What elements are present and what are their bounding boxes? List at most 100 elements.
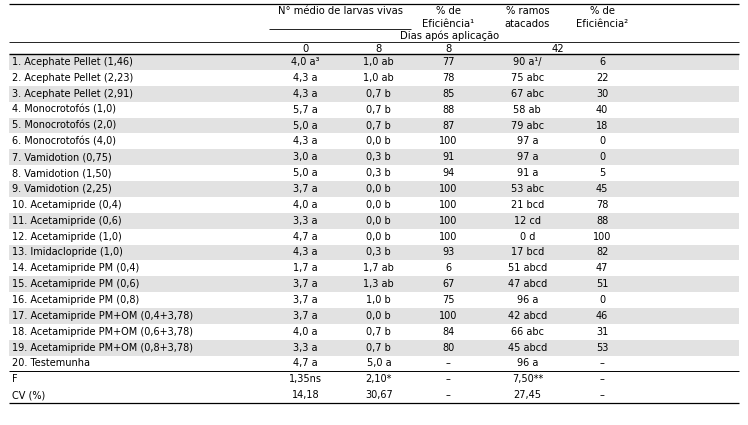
Bar xyxy=(9,292,739,308)
Text: 45: 45 xyxy=(596,184,608,194)
Text: 47: 47 xyxy=(596,264,608,273)
Text: –: – xyxy=(446,390,451,400)
Text: 58 ab: 58 ab xyxy=(513,105,542,115)
Text: 6: 6 xyxy=(599,57,605,67)
Text: 100: 100 xyxy=(439,200,458,210)
Text: 8: 8 xyxy=(445,44,452,54)
Text: 13. Imidaclopride (1,0): 13. Imidaclopride (1,0) xyxy=(12,247,123,258)
Text: 100: 100 xyxy=(439,216,458,226)
Bar xyxy=(9,244,739,261)
Text: 0,0 b: 0,0 b xyxy=(367,200,391,210)
Text: 5,0 a: 5,0 a xyxy=(293,168,318,178)
Text: 0,3 b: 0,3 b xyxy=(367,168,391,178)
Text: 0,0 b: 0,0 b xyxy=(367,232,391,241)
Text: 0,7 b: 0,7 b xyxy=(367,121,391,130)
Text: 42 abcd: 42 abcd xyxy=(508,311,547,321)
Text: 20. Testemunha: 20. Testemunha xyxy=(12,358,90,368)
Text: 3,7 a: 3,7 a xyxy=(293,311,318,321)
Text: 5,7 a: 5,7 a xyxy=(293,105,318,115)
Text: 0,3 b: 0,3 b xyxy=(367,152,391,162)
Text: 53: 53 xyxy=(596,343,608,353)
Text: 5. Monocrotofós (2,0): 5. Monocrotofós (2,0) xyxy=(12,121,116,130)
Text: 10. Acetamipride (0,4): 10. Acetamipride (0,4) xyxy=(12,200,122,210)
Text: –: – xyxy=(446,374,451,384)
Bar xyxy=(9,213,739,229)
Text: 88: 88 xyxy=(596,216,608,226)
Bar xyxy=(9,229,739,244)
Bar xyxy=(9,387,739,403)
Text: 53 abc: 53 abc xyxy=(511,184,544,194)
Text: 7. Vamidotion (0,75): 7. Vamidotion (0,75) xyxy=(12,152,111,162)
Text: –: – xyxy=(600,358,604,368)
Bar xyxy=(9,149,739,165)
Text: 17. Acetamipride PM+OM (0,4+3,78): 17. Acetamipride PM+OM (0,4+3,78) xyxy=(12,311,193,321)
Text: CV (%): CV (%) xyxy=(12,390,45,400)
Text: 100: 100 xyxy=(439,232,458,241)
Text: 97 a: 97 a xyxy=(517,136,538,147)
Text: 96 a: 96 a xyxy=(517,295,538,305)
Text: –: – xyxy=(446,358,451,368)
Text: –: – xyxy=(600,390,604,400)
Text: 12. Acetamipride (1,0): 12. Acetamipride (1,0) xyxy=(12,232,122,241)
Text: 42: 42 xyxy=(552,44,564,54)
Text: 96 a: 96 a xyxy=(517,358,538,368)
Text: 0,0 b: 0,0 b xyxy=(367,136,391,147)
Text: 3,3 a: 3,3 a xyxy=(293,216,318,226)
Text: 19. Acetamipride PM+OM (0,8+3,78): 19. Acetamipride PM+OM (0,8+3,78) xyxy=(12,343,193,353)
Text: 78: 78 xyxy=(596,200,608,210)
Text: 1. Acephate Pellet (1,46): 1. Acephate Pellet (1,46) xyxy=(12,57,133,67)
Text: 31: 31 xyxy=(596,327,608,337)
Text: Dias após aplicação: Dias após aplicação xyxy=(400,31,500,42)
Bar xyxy=(9,371,739,387)
Text: 75: 75 xyxy=(442,295,455,305)
Text: 0 d: 0 d xyxy=(520,232,535,241)
Text: 17 bcd: 17 bcd xyxy=(511,247,544,258)
Text: 1,0 ab: 1,0 ab xyxy=(364,57,394,67)
Text: 0: 0 xyxy=(302,44,309,54)
Text: 51 abcd: 51 abcd xyxy=(508,264,547,273)
Text: 88: 88 xyxy=(442,105,455,115)
Text: 97 a: 97 a xyxy=(517,152,538,162)
Text: 100: 100 xyxy=(439,136,458,147)
Text: 0: 0 xyxy=(599,295,605,305)
Text: 75 abc: 75 abc xyxy=(511,73,544,83)
Text: 1,7 ab: 1,7 ab xyxy=(364,264,394,273)
Text: % de
Eficiência¹: % de Eficiência¹ xyxy=(423,6,474,29)
Text: 4,0 a: 4,0 a xyxy=(293,200,318,210)
Text: 79 abc: 79 abc xyxy=(511,121,544,130)
Text: 18. Acetamipride PM+OM (0,6+3,78): 18. Acetamipride PM+OM (0,6+3,78) xyxy=(12,327,193,337)
Text: 5,0 a: 5,0 a xyxy=(367,358,391,368)
Text: 4,0 a³: 4,0 a³ xyxy=(291,57,320,67)
Text: 6: 6 xyxy=(445,264,452,273)
Text: 21 bcd: 21 bcd xyxy=(511,200,544,210)
Bar xyxy=(9,54,739,70)
Text: % de
Eficiência²: % de Eficiência² xyxy=(576,6,628,29)
Text: 3,7 a: 3,7 a xyxy=(293,184,318,194)
Text: 4,7 a: 4,7 a xyxy=(293,232,318,241)
Text: 30: 30 xyxy=(596,89,608,99)
Text: 67 abc: 67 abc xyxy=(511,89,544,99)
Text: 100: 100 xyxy=(439,311,458,321)
Text: 8: 8 xyxy=(375,44,382,54)
Text: 0,7 b: 0,7 b xyxy=(367,89,391,99)
Bar xyxy=(9,340,739,355)
Text: 4,3 a: 4,3 a xyxy=(293,89,318,99)
Text: 30,67: 30,67 xyxy=(365,390,393,400)
Bar xyxy=(9,324,739,340)
Text: 0: 0 xyxy=(599,152,605,162)
Text: 0,3 b: 0,3 b xyxy=(367,247,391,258)
Text: 6. Monocrotofós (4,0): 6. Monocrotofós (4,0) xyxy=(12,136,116,147)
Text: 2,10*: 2,10* xyxy=(366,374,392,384)
Text: 3,7 a: 3,7 a xyxy=(293,295,318,305)
Text: 100: 100 xyxy=(439,184,458,194)
Text: 93: 93 xyxy=(442,247,455,258)
Text: 15. Acetamipride PM (0,6): 15. Acetamipride PM (0,6) xyxy=(12,279,139,289)
Bar xyxy=(9,70,739,86)
Text: F: F xyxy=(12,374,18,384)
Text: 3. Acephate Pellet (2,91): 3. Acephate Pellet (2,91) xyxy=(12,89,133,99)
Text: 77: 77 xyxy=(442,57,455,67)
Text: 1,7 a: 1,7 a xyxy=(293,264,318,273)
Text: 4,3 a: 4,3 a xyxy=(293,73,318,83)
Bar xyxy=(9,118,739,133)
Text: 94: 94 xyxy=(442,168,455,178)
